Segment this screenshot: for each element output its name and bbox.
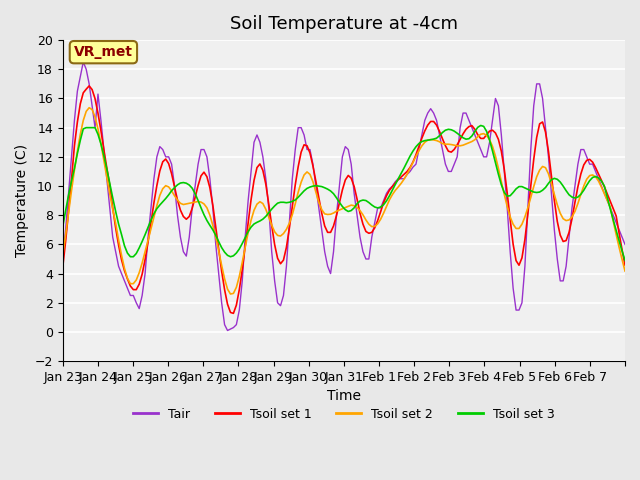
Tsoil set 1 bbox=[348, 175, 355, 181]
Tsoil set 2 bbox=[418, 143, 426, 149]
Tair bbox=[348, 161, 355, 167]
Tsoil set 1 bbox=[298, 149, 305, 155]
Tsoil set 1 bbox=[59, 265, 67, 271]
Tsoil set 2 bbox=[85, 105, 93, 110]
Legend: Tair, Tsoil set 1, Tsoil set 2, Tsoil set 3: Tair, Tsoil set 1, Tsoil set 2, Tsoil se… bbox=[128, 403, 560, 425]
Tsoil set 3 bbox=[621, 258, 629, 264]
Tair bbox=[79, 59, 87, 65]
Tsoil set 2 bbox=[348, 202, 355, 208]
Tsoil set 3 bbox=[477, 122, 484, 128]
Tsoil set 1 bbox=[129, 287, 137, 292]
Tair bbox=[386, 186, 394, 192]
Tair bbox=[59, 256, 67, 262]
Tsoil set 1 bbox=[291, 182, 299, 188]
Tsoil set 3 bbox=[59, 224, 67, 230]
Tsoil set 2 bbox=[129, 281, 137, 287]
Tsoil set 1 bbox=[230, 311, 237, 316]
Tsoil set 2 bbox=[298, 180, 305, 185]
Line: Tsoil set 1: Tsoil set 1 bbox=[63, 86, 625, 313]
Y-axis label: Temperature (C): Temperature (C) bbox=[15, 144, 29, 257]
Tair bbox=[298, 125, 305, 131]
Tsoil set 2 bbox=[59, 253, 67, 259]
Tsoil set 1 bbox=[386, 187, 394, 193]
Title: Soil Temperature at -4cm: Soil Temperature at -4cm bbox=[230, 15, 458, 33]
Tsoil set 3 bbox=[291, 197, 299, 203]
Tsoil set 3 bbox=[342, 207, 349, 213]
Tsoil set 1 bbox=[85, 83, 93, 89]
Tsoil set 3 bbox=[412, 144, 420, 150]
X-axis label: Time: Time bbox=[327, 389, 361, 403]
Tsoil set 1 bbox=[418, 135, 426, 141]
Line: Tsoil set 3: Tsoil set 3 bbox=[63, 125, 625, 261]
Tsoil set 2 bbox=[386, 197, 394, 203]
Tsoil set 2 bbox=[291, 201, 299, 207]
Tsoil set 3 bbox=[127, 254, 134, 260]
Tair bbox=[621, 241, 629, 247]
Tsoil set 2 bbox=[621, 268, 629, 274]
Tair bbox=[224, 328, 232, 334]
Tair bbox=[418, 132, 426, 138]
Tair bbox=[291, 147, 299, 153]
Tair bbox=[129, 293, 137, 299]
Line: Tair: Tair bbox=[63, 62, 625, 331]
Line: Tsoil set 2: Tsoil set 2 bbox=[63, 108, 625, 294]
Tsoil set 3 bbox=[285, 199, 293, 205]
Tsoil set 3 bbox=[380, 202, 387, 208]
Tsoil set 1 bbox=[621, 262, 629, 268]
Tsoil set 2 bbox=[227, 291, 234, 297]
Text: VR_met: VR_met bbox=[74, 45, 133, 59]
